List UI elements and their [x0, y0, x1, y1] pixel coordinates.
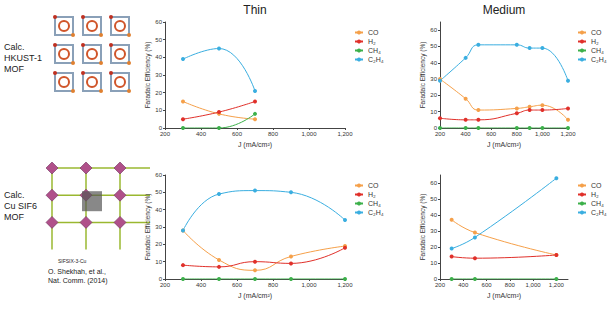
- svg-text:1,200: 1,200: [337, 131, 353, 137]
- svg-text:CH₄: CH₄: [368, 200, 381, 207]
- html-text:SIFSIX-3-Cu: SIFSIX-3-Cu: [58, 258, 87, 264]
- svg-text:0: 0: [158, 125, 162, 131]
- svg-text:800: 800: [268, 131, 279, 137]
- svg-text:CH₄: CH₄: [591, 47, 604, 54]
- svg-text:C₂H₄: C₂H₄: [368, 209, 384, 216]
- svg-text:50: 50: [155, 37, 162, 43]
- html-text:Thin: Thin: [243, 3, 267, 17]
- html-text:Calc.: Calc.: [4, 42, 25, 52]
- svg-text:200: 200: [160, 131, 171, 137]
- svg-text:CH₄: CH₄: [591, 200, 604, 207]
- svg-text:400: 400: [196, 282, 207, 288]
- html-text:HKUST-1: HKUST-1: [4, 53, 42, 63]
- svg-text:H₂: H₂: [591, 191, 599, 198]
- svg-text:1,000: 1,000: [526, 282, 542, 288]
- svg-text:J (mA/cm²): J (mA/cm²): [238, 292, 272, 300]
- svg-text:0: 0: [433, 276, 437, 282]
- svg-text:400: 400: [461, 131, 472, 137]
- svg-text:J (mA/cm²): J (mA/cm²): [238, 141, 272, 149]
- svg-text:20: 20: [430, 244, 437, 250]
- svg-text:1,200: 1,200: [560, 131, 576, 137]
- svg-text:J (mA/cm²): J (mA/cm²): [487, 292, 521, 300]
- html-text:O. Shekhah, et al.,: O. Shekhah, et al.,: [48, 268, 106, 275]
- svg-text:Faradaic Efficiency (%): Faradaic Efficiency (%): [144, 194, 152, 261]
- html-text:Medium: Medium: [482, 3, 526, 17]
- svg-text:H₂: H₂: [368, 38, 376, 45]
- svg-text:10: 10: [430, 109, 437, 115]
- svg-text:600: 600: [232, 282, 243, 288]
- svg-text:1,000: 1,000: [301, 282, 317, 288]
- svg-text:30: 30: [430, 76, 437, 82]
- svg-text:60: 60: [430, 180, 437, 186]
- svg-text:40: 40: [430, 212, 437, 218]
- svg-text:600: 600: [486, 131, 497, 137]
- svg-text:10: 10: [430, 260, 437, 266]
- svg-text:800: 800: [512, 131, 523, 137]
- svg-text:10: 10: [155, 107, 162, 113]
- svg-text:600: 600: [482, 282, 493, 288]
- svg-text:200: 200: [160, 282, 171, 288]
- svg-text:40: 40: [430, 60, 437, 66]
- svg-text:Faradaic Efficiency (%): Faradaic Efficiency (%): [419, 42, 427, 109]
- svg-text:800: 800: [268, 282, 279, 288]
- svg-text:40: 40: [155, 207, 162, 213]
- svg-text:C₂H₄: C₂H₄: [591, 56, 607, 63]
- svg-text:30: 30: [430, 228, 437, 234]
- svg-text:20: 20: [430, 92, 437, 98]
- svg-text:400: 400: [458, 282, 469, 288]
- svg-text:CO: CO: [591, 29, 602, 36]
- svg-text:20: 20: [155, 241, 162, 247]
- html-text:Nat. Comm. (2014): Nat. Comm. (2014): [48, 277, 108, 284]
- html-text:Calc.: Calc.: [4, 190, 25, 200]
- svg-text:CO: CO: [591, 182, 602, 189]
- svg-text:40: 40: [155, 54, 162, 60]
- svg-text:C₂H₄: C₂H₄: [368, 56, 384, 63]
- svg-text:0: 0: [158, 276, 162, 282]
- svg-text:C₂H₄: C₂H₄: [591, 209, 607, 216]
- svg-text:0: 0: [433, 125, 437, 131]
- svg-text:Faradaic Efficiency (%): Faradaic Efficiency (%): [419, 194, 427, 261]
- svg-text:400: 400: [196, 131, 207, 137]
- svg-text:J (mA/cm²): J (mA/cm²): [487, 141, 521, 149]
- svg-text:200: 200: [435, 282, 446, 288]
- svg-text:60: 60: [155, 172, 162, 178]
- svg-text:H₂: H₂: [591, 38, 599, 45]
- svg-text:30: 30: [155, 72, 162, 78]
- svg-text:50: 50: [430, 43, 437, 49]
- svg-text:CO: CO: [368, 29, 379, 36]
- html-text:MOF: MOF: [4, 212, 24, 222]
- svg-text:50: 50: [155, 189, 162, 195]
- svg-text:200: 200: [435, 131, 446, 137]
- svg-text:60: 60: [430, 27, 437, 33]
- svg-text:CO: CO: [368, 182, 379, 189]
- svg-text:600: 600: [232, 131, 243, 137]
- svg-text:1,200: 1,200: [337, 282, 353, 288]
- svg-text:50: 50: [430, 196, 437, 202]
- svg-text:800: 800: [505, 282, 516, 288]
- svg-text:1,000: 1,000: [535, 131, 551, 137]
- svg-text:CH₄: CH₄: [368, 47, 381, 54]
- svg-text:20: 20: [155, 90, 162, 96]
- html-text:Cu SIF6: Cu SIF6: [4, 201, 37, 211]
- svg-text:60: 60: [155, 19, 162, 25]
- svg-text:1,200: 1,200: [549, 282, 565, 288]
- html-text:MOF: MOF: [4, 64, 24, 74]
- svg-text:Faradaic Efficiency (%): Faradaic Efficiency (%): [144, 42, 152, 109]
- svg-text:10: 10: [155, 259, 162, 265]
- svg-text:1,000: 1,000: [301, 131, 317, 137]
- svg-text:30: 30: [155, 224, 162, 230]
- svg-text:H₂: H₂: [368, 191, 376, 198]
